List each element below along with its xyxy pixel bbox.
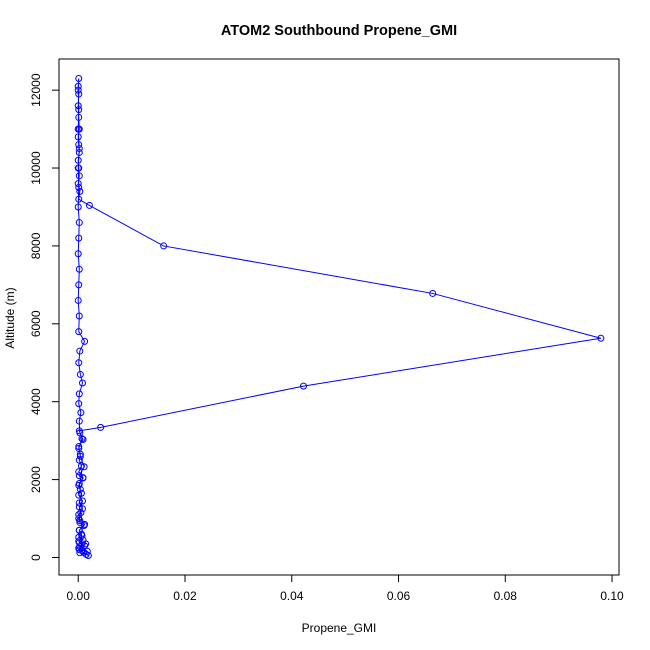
- data-point: [76, 516, 84, 524]
- data-point: [74, 156, 82, 164]
- data-point: [78, 379, 86, 387]
- data-point: [75, 145, 83, 153]
- y-tick-label: 8000: [29, 232, 43, 259]
- data-point: [75, 526, 83, 534]
- data-point: [76, 518, 84, 526]
- data-point: [78, 532, 86, 540]
- data-point: [76, 187, 84, 195]
- data-point: [76, 543, 84, 551]
- data-point: [75, 328, 83, 336]
- data-point: [77, 489, 85, 497]
- data-point: [75, 472, 83, 480]
- data-point: [97, 423, 105, 431]
- data-point: [80, 548, 88, 556]
- data-point: [75, 90, 83, 98]
- data-point: [75, 234, 83, 242]
- data-point: [81, 520, 89, 528]
- x-tick-label: 0.04: [280, 589, 304, 603]
- data-point: [75, 219, 83, 227]
- data-point: [74, 133, 82, 141]
- series-layer: [74, 74, 605, 560]
- data-point: [75, 148, 83, 156]
- x-tick-label: 0.06: [387, 589, 411, 603]
- data-point: [75, 444, 83, 452]
- data-point: [76, 429, 84, 437]
- data-point: [79, 474, 87, 482]
- data-point: [82, 540, 90, 548]
- data-point: [74, 125, 82, 133]
- data-point: [75, 442, 83, 450]
- y-tick-label: 2000: [29, 466, 43, 493]
- data-point: [74, 82, 82, 90]
- chart-title: ATOM2 Southbound Propene_GMI: [221, 23, 457, 39]
- data-point: [75, 184, 83, 192]
- y-tick-label: 4000: [29, 388, 43, 415]
- x-tick-label: 0.10: [600, 589, 624, 603]
- y-axis: 0 2000 4000 6000 8000 10000 12000: [29, 73, 60, 561]
- data-point: [75, 537, 83, 545]
- data-point: [81, 337, 89, 345]
- data-point: [78, 505, 86, 513]
- data-point: [75, 499, 83, 507]
- data-point: [76, 370, 84, 378]
- data-point: [300, 382, 307, 390]
- y-tick-label: 10000: [29, 151, 43, 185]
- x-axis: 0.00 0.02 0.04 0.06 0.08 0.10: [67, 574, 624, 603]
- data-point: [74, 296, 82, 304]
- data-point: [75, 195, 83, 203]
- x-axis-label: Propene_GMI: [302, 621, 377, 635]
- x-tick-label: 0.02: [173, 589, 197, 603]
- data-point: [75, 511, 83, 519]
- data-point: [74, 102, 82, 110]
- data-point: [75, 400, 83, 408]
- data-point: [77, 409, 85, 417]
- y-tick-label: 6000: [29, 310, 43, 337]
- data-point: [75, 281, 83, 289]
- data-point: [76, 452, 84, 460]
- y-tick-label: 0: [29, 554, 43, 561]
- data-point: [75, 468, 83, 476]
- data-point: [80, 463, 88, 471]
- data-point: [83, 547, 91, 555]
- data-point: [75, 106, 83, 114]
- data-point: [78, 435, 86, 443]
- data-point: [75, 417, 83, 425]
- data-point: [75, 390, 83, 398]
- data-point: [75, 265, 83, 273]
- data-point: [75, 74, 83, 82]
- data-point: [75, 113, 83, 121]
- data-point: [75, 481, 83, 489]
- x-tick-label: 0.08: [494, 589, 518, 603]
- data-point: [74, 203, 82, 211]
- data-point: [85, 201, 93, 209]
- data-point: [79, 435, 87, 443]
- data-point: [429, 289, 437, 297]
- data-point: [75, 312, 83, 320]
- data-point: [84, 552, 92, 560]
- data-point: [74, 86, 82, 94]
- data-point: [76, 347, 84, 355]
- y-tick-label: 12000: [29, 73, 43, 107]
- data-point: [75, 359, 83, 367]
- y-axis-label: Altitude (m): [3, 287, 17, 348]
- x-tick-label: 0.00: [67, 589, 91, 603]
- data-point: [597, 334, 605, 342]
- data-point: [75, 172, 83, 180]
- data-point: [74, 180, 82, 188]
- data-point: [74, 250, 82, 258]
- data-point: [74, 164, 82, 172]
- data-point: [160, 242, 168, 250]
- data-point: [75, 141, 83, 149]
